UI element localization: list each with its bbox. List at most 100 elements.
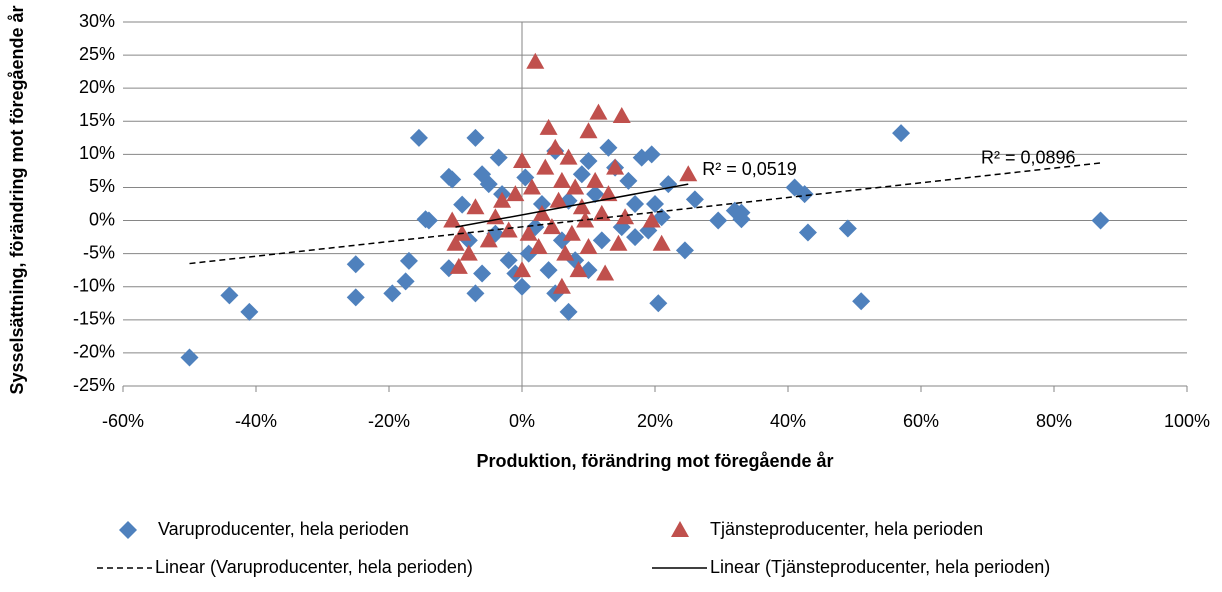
y-tick-label: 30% (79, 11, 115, 31)
point (459, 244, 478, 261)
point (489, 148, 508, 167)
point (566, 178, 585, 195)
point (473, 264, 492, 283)
point (576, 211, 595, 228)
point (529, 238, 548, 255)
point (466, 284, 485, 303)
point (606, 158, 625, 175)
point (649, 294, 668, 313)
point (586, 171, 605, 188)
point (609, 234, 628, 251)
point (519, 224, 538, 241)
point (220, 286, 239, 305)
y-tick-label: -15% (73, 309, 115, 329)
point (709, 211, 728, 230)
point (626, 195, 645, 213)
point (383, 284, 402, 303)
y-tick-label: 0% (89, 209, 115, 229)
point (539, 118, 558, 135)
point (559, 302, 578, 321)
point (516, 168, 535, 187)
point (513, 277, 531, 296)
point (240, 302, 259, 321)
point (522, 178, 541, 195)
y-axis-title: Sysselsättning, förändring mot föregåend… (7, 5, 27, 394)
r-squared-label: R² = 0,0519 (702, 159, 797, 179)
point (586, 185, 605, 204)
point (599, 185, 618, 202)
legend-label: Tjänsteproducenter, hela perioden (710, 519, 983, 539)
point (579, 122, 598, 139)
point (795, 185, 814, 204)
point (546, 138, 565, 155)
legend-label: Varuproducenter, hela perioden (158, 519, 409, 539)
point (556, 244, 575, 261)
point (466, 128, 485, 147)
point (592, 204, 611, 221)
point (552, 171, 571, 188)
legend-marker (671, 521, 689, 537)
point (513, 261, 531, 278)
x-tick-label: 0% (509, 411, 535, 431)
point (526, 52, 545, 69)
x-tick-label: 40% (770, 411, 806, 431)
point (499, 221, 518, 238)
point (852, 292, 871, 311)
y-tick-label: 15% (79, 110, 115, 130)
point (513, 151, 531, 168)
trendline (189, 162, 1101, 265)
x-tick-label: 60% (903, 411, 939, 431)
point (646, 195, 664, 213)
point (732, 203, 751, 222)
point (552, 277, 571, 294)
point (549, 191, 568, 208)
point (679, 165, 698, 182)
point (532, 195, 551, 213)
x-axis-title: Produktion, förändring mot föregående år (476, 451, 833, 471)
legend-label: Linear (Varuproducenter, hela perioden) (155, 557, 473, 577)
y-tick-label: 20% (79, 77, 115, 97)
y-tick-label: 5% (89, 176, 115, 196)
y-tick-label: -20% (73, 342, 115, 362)
x-tick-label: 100% (1164, 411, 1210, 431)
point (599, 138, 618, 157)
point (536, 158, 555, 175)
y-tick-label: 10% (79, 143, 115, 163)
y-tick-label: -5% (83, 242, 115, 262)
point (619, 171, 638, 190)
point (409, 128, 428, 147)
point (642, 211, 661, 228)
point (346, 255, 365, 274)
point (443, 211, 462, 228)
point (399, 251, 418, 270)
legend-label: Linear (Tjänsteproducenter, hela periode… (710, 557, 1050, 577)
x-tick-label: 80% (1036, 411, 1072, 431)
point (532, 204, 551, 221)
point (419, 211, 438, 230)
point (659, 175, 678, 194)
point (838, 219, 857, 238)
point (675, 241, 694, 260)
point (539, 261, 558, 280)
point (493, 191, 512, 208)
point (486, 208, 505, 225)
point (596, 264, 615, 281)
legend-marker (119, 521, 137, 539)
point (626, 228, 645, 247)
point (446, 234, 465, 251)
point (449, 257, 468, 274)
y-tick-label: -10% (73, 275, 115, 295)
point (589, 103, 608, 120)
x-tick-label: -20% (368, 411, 410, 431)
point (685, 190, 704, 209)
point (579, 151, 598, 170)
point (396, 272, 415, 291)
point (479, 231, 498, 248)
point (346, 288, 365, 307)
point (466, 198, 485, 215)
point (506, 185, 525, 202)
point (616, 208, 635, 225)
point (612, 106, 631, 123)
